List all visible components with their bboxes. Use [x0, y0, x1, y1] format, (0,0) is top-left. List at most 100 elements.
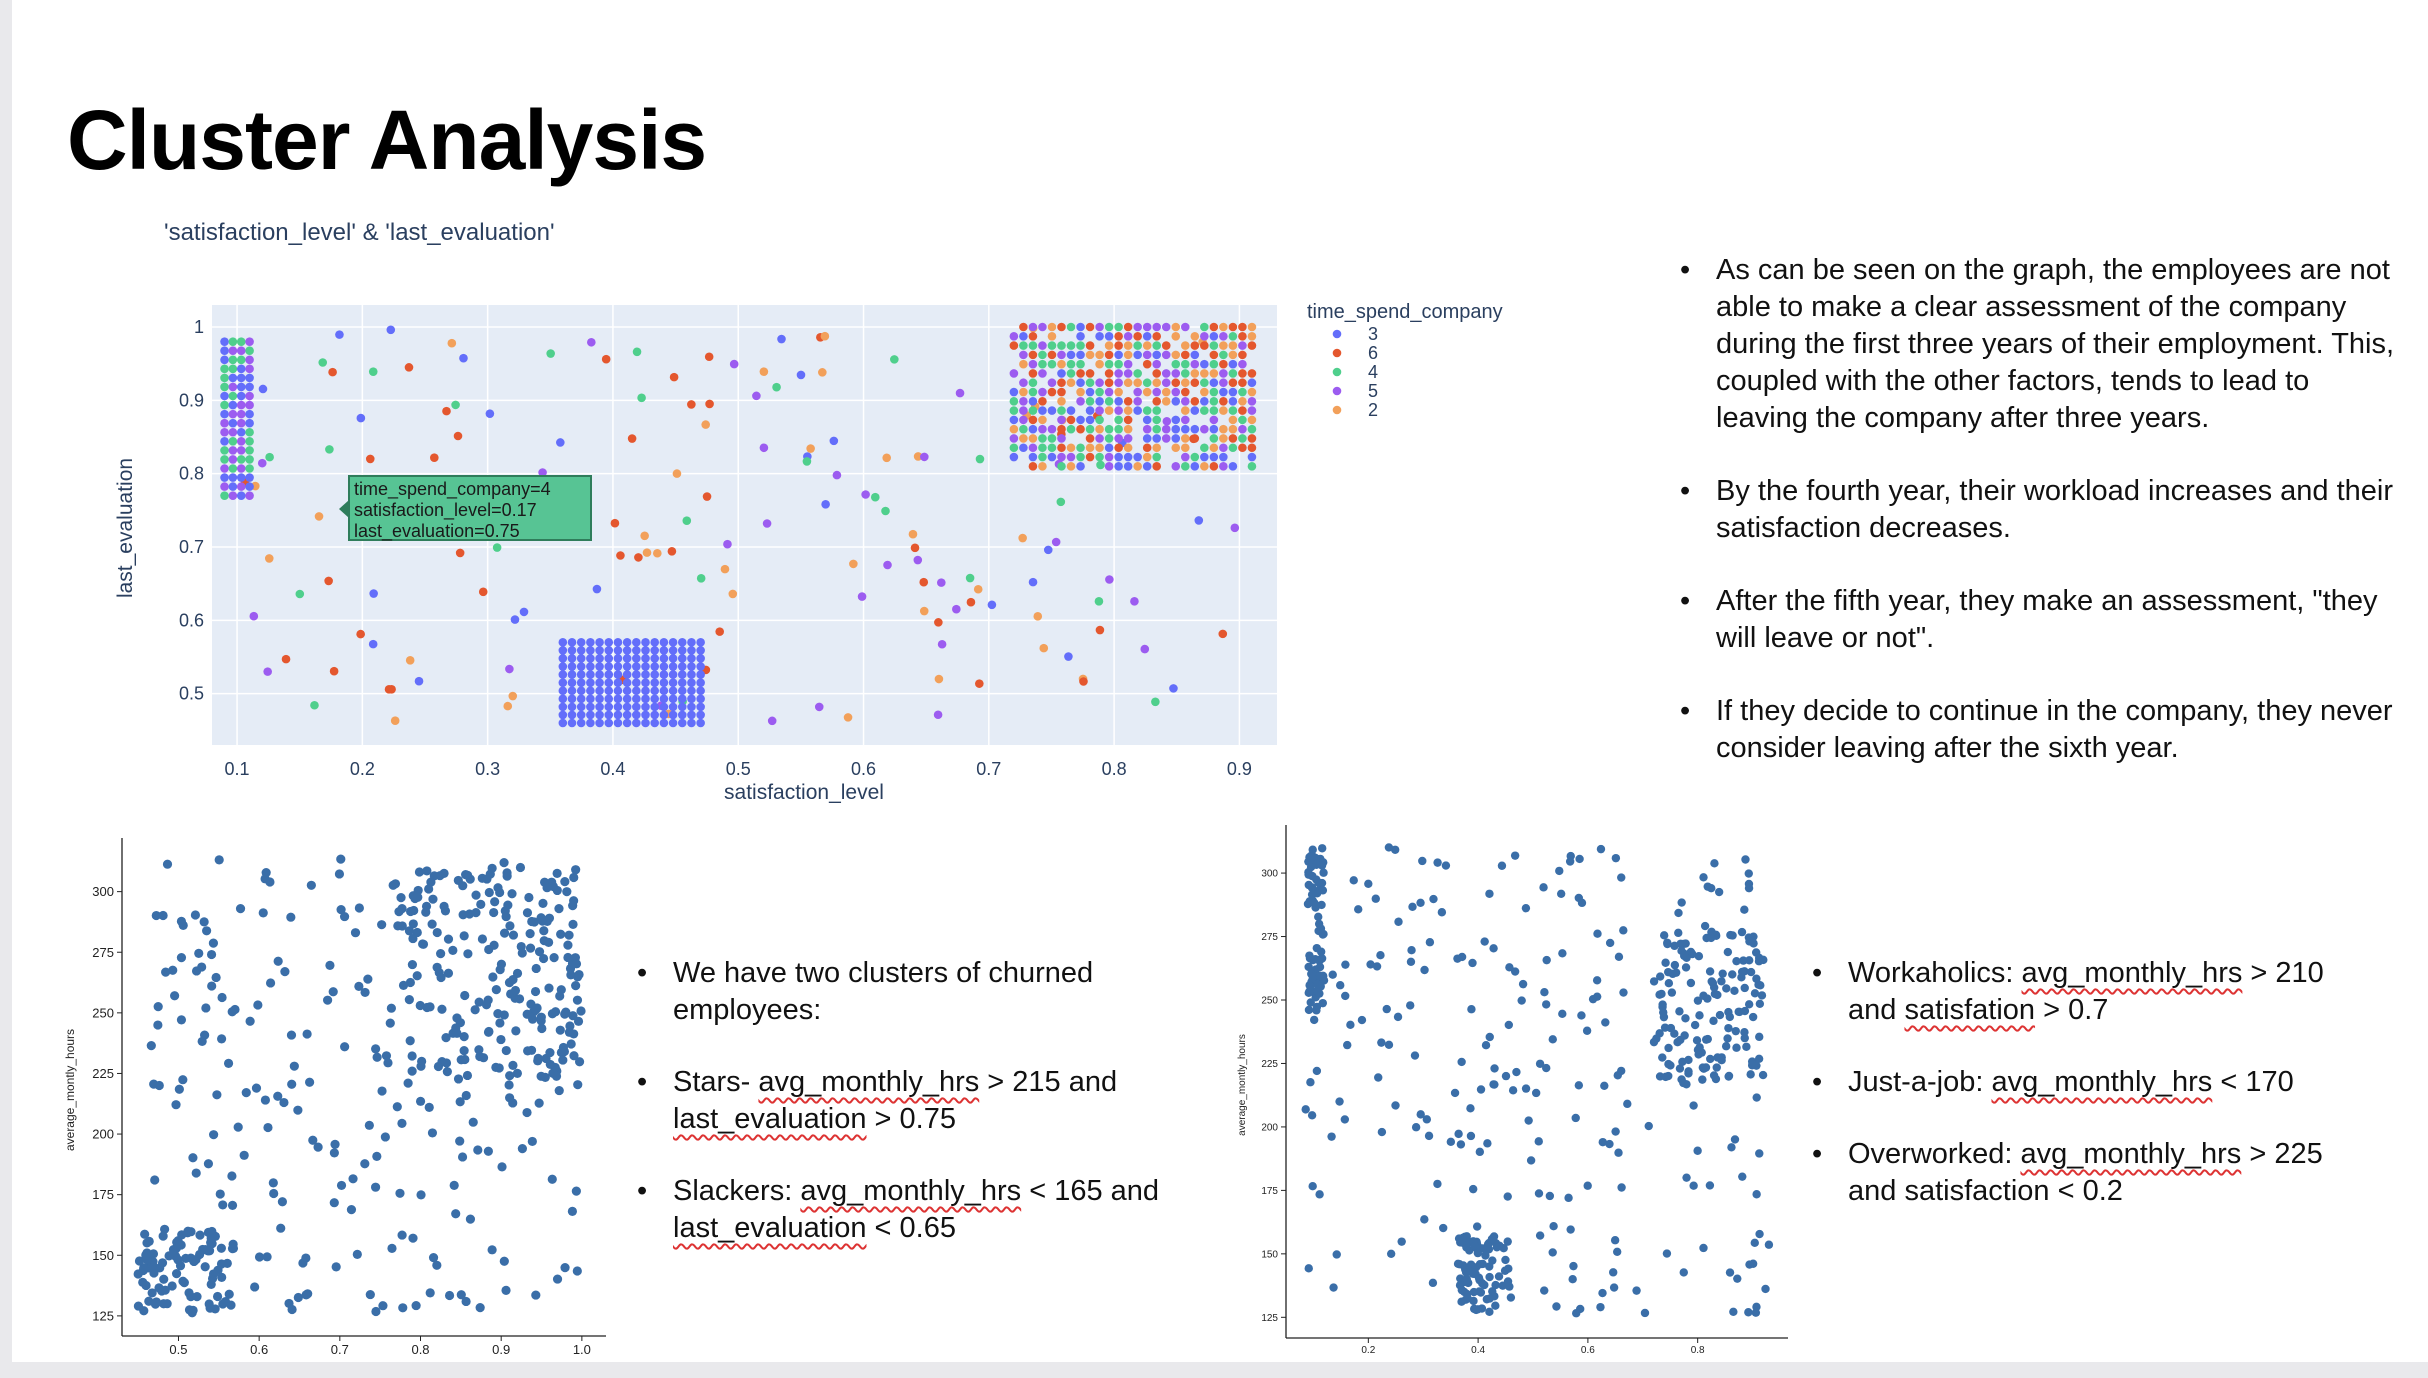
- data-point[interactable]: [701, 420, 710, 429]
- data-point[interactable]: [177, 1230, 187, 1240]
- data-point[interactable]: [1566, 1225, 1575, 1234]
- data-point[interactable]: [227, 1171, 237, 1181]
- data-point[interactable]: [1200, 378, 1209, 388]
- data-point[interactable]: [1393, 1012, 1403, 1022]
- data-point[interactable]: [1038, 322, 1047, 332]
- data-point[interactable]: [1200, 369, 1209, 378]
- data-point[interactable]: [1057, 424, 1066, 434]
- data-point[interactable]: [369, 589, 378, 598]
- data-point[interactable]: [512, 968, 523, 978]
- data-point[interactable]: [191, 1254, 201, 1265]
- data-point[interactable]: [616, 551, 625, 560]
- data-point[interactable]: [526, 1045, 537, 1055]
- data-point[interactable]: [1247, 378, 1257, 388]
- data-point[interactable]: [1703, 882, 1712, 891]
- data-point[interactable]: [1047, 443, 1057, 453]
- data-point[interactable]: [336, 1180, 347, 1191]
- data-point[interactable]: [1047, 378, 1057, 388]
- data-point[interactable]: [1503, 1277, 1513, 1286]
- data-point[interactable]: [522, 1107, 532, 1118]
- data-point[interactable]: [919, 577, 929, 587]
- data-point[interactable]: [250, 1282, 260, 1292]
- data-point[interactable]: [1133, 341, 1142, 350]
- data-point[interactable]: [1490, 1292, 1499, 1301]
- data-point[interactable]: [1384, 843, 1394, 852]
- data-point[interactable]: [1335, 1097, 1344, 1106]
- data-point[interactable]: [595, 710, 604, 720]
- data-point[interactable]: [1028, 452, 1038, 462]
- data-point[interactable]: [245, 437, 254, 446]
- data-point[interactable]: [558, 1042, 569, 1053]
- data-point[interactable]: [622, 654, 632, 663]
- data-point[interactable]: [1009, 452, 1019, 462]
- data-point[interactable]: [1019, 406, 1028, 415]
- data-point[interactable]: [1758, 1070, 1768, 1080]
- data-point[interactable]: [1309, 1015, 1319, 1025]
- data-point[interactable]: [258, 384, 268, 394]
- data-point[interactable]: [1180, 406, 1190, 415]
- data-point[interactable]: [1028, 350, 1038, 360]
- data-point[interactable]: [576, 710, 586, 720]
- data-point[interactable]: [499, 928, 510, 938]
- data-point[interactable]: [482, 874, 492, 884]
- data-point[interactable]: [687, 638, 696, 647]
- data-point[interactable]: [1454, 1129, 1463, 1139]
- data-point[interactable]: [1009, 341, 1019, 350]
- data-point[interactable]: [1085, 397, 1095, 406]
- data-point[interactable]: [273, 956, 283, 966]
- data-point[interactable]: [586, 694, 595, 704]
- data-point[interactable]: [1194, 516, 1204, 525]
- data-point[interactable]: [451, 1023, 461, 1033]
- data-point[interactable]: [1717, 977, 1726, 986]
- data-point[interactable]: [410, 893, 420, 904]
- data-point[interactable]: [1019, 341, 1028, 350]
- data-point[interactable]: [659, 702, 669, 712]
- data-point[interactable]: [586, 686, 595, 696]
- data-point[interactable]: [377, 1086, 387, 1096]
- data-point[interactable]: [245, 364, 254, 374]
- data-point[interactable]: [245, 391, 254, 401]
- data-point[interactable]: [659, 654, 669, 663]
- data-point[interactable]: [870, 492, 880, 502]
- data-point[interactable]: [1718, 969, 1727, 978]
- data-point[interactable]: [365, 454, 375, 464]
- data-point[interactable]: [236, 364, 246, 374]
- data-point[interactable]: [452, 1013, 462, 1023]
- data-point[interactable]: [1133, 462, 1142, 471]
- data-point[interactable]: [1503, 1237, 1512, 1246]
- data-point[interactable]: [176, 953, 187, 963]
- data-point[interactable]: [613, 678, 623, 687]
- data-point[interactable]: [1694, 951, 1704, 961]
- data-point[interactable]: [696, 686, 705, 696]
- data-point[interactable]: [537, 1023, 547, 1034]
- data-point[interactable]: [1539, 883, 1548, 892]
- data-point[interactable]: [1446, 1137, 1456, 1147]
- data-point[interactable]: [1724, 1023, 1733, 1033]
- data-point[interactable]: [1190, 331, 1200, 341]
- data-point[interactable]: [170, 991, 180, 1001]
- data-point[interactable]: [228, 382, 238, 392]
- data-point[interactable]: [1142, 359, 1152, 369]
- data-point[interactable]: [1725, 1012, 1735, 1022]
- data-point[interactable]: [549, 953, 559, 963]
- data-point[interactable]: [1764, 1240, 1774, 1249]
- data-point[interactable]: [1453, 1259, 1463, 1269]
- data-point[interactable]: [843, 713, 853, 722]
- data-point[interactable]: [952, 604, 961, 614]
- data-point[interactable]: [1540, 1286, 1549, 1295]
- data-point[interactable]: [1724, 1071, 1734, 1081]
- data-point[interactable]: [273, 1091, 283, 1101]
- data-point[interactable]: [508, 691, 518, 701]
- data-point[interactable]: [564, 930, 574, 940]
- data-point[interactable]: [1649, 977, 1659, 986]
- data-point[interactable]: [245, 482, 254, 491]
- data-point[interactable]: [613, 638, 623, 647]
- data-point[interactable]: [476, 899, 486, 909]
- data-point[interactable]: [393, 921, 403, 931]
- data-point[interactable]: [322, 995, 333, 1005]
- data-point[interactable]: [200, 1262, 210, 1272]
- data-point[interactable]: [669, 372, 679, 382]
- data-point[interactable]: [1190, 341, 1200, 350]
- data-point[interactable]: [1161, 378, 1171, 388]
- data-point[interactable]: [552, 868, 562, 879]
